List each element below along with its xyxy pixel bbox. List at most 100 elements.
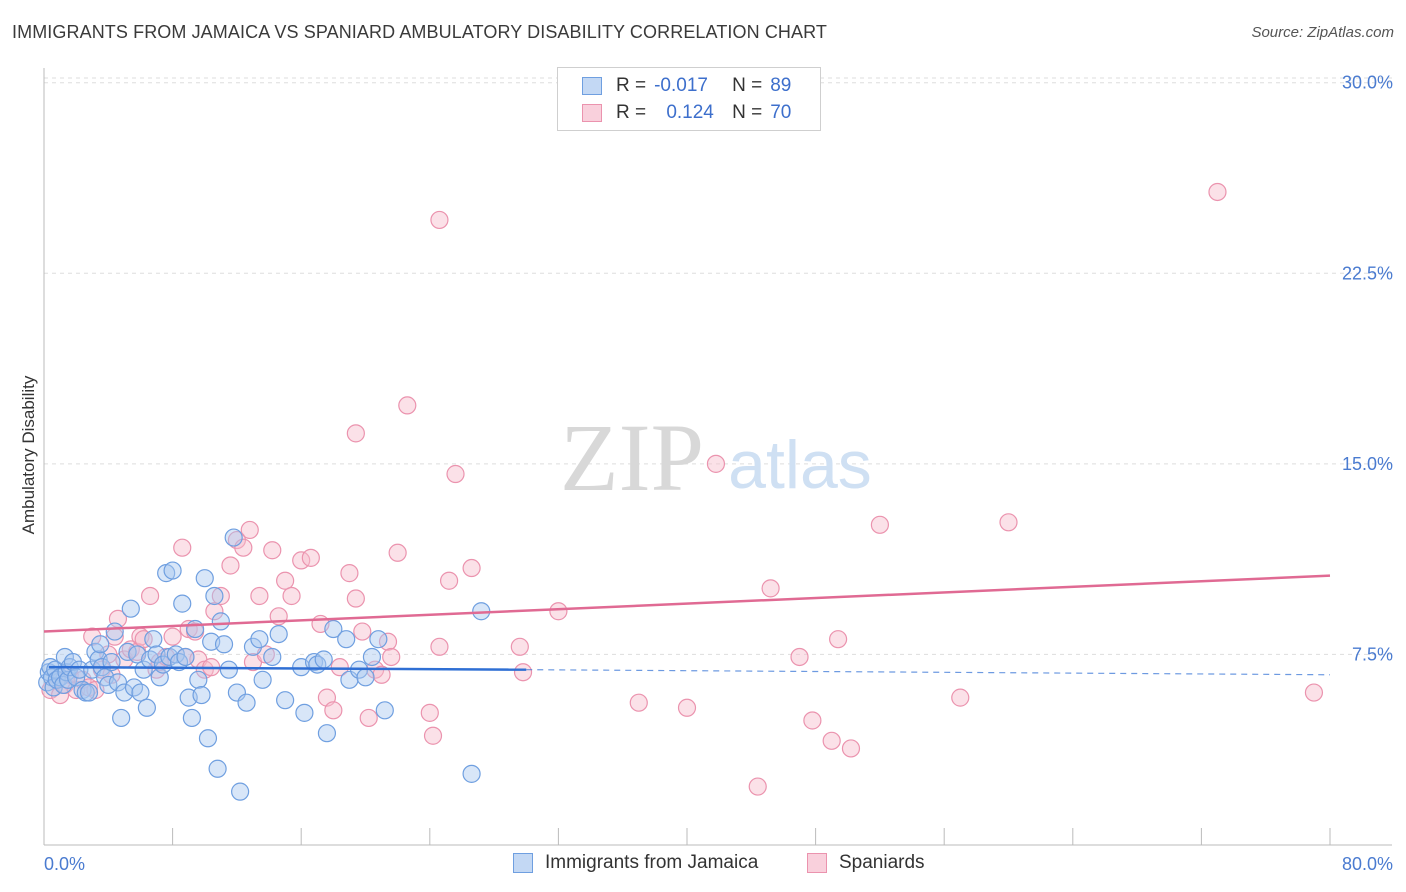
trend-lines [43, 574, 1331, 676]
spaniard-point [706, 454, 726, 473]
jamaica-point [115, 683, 134, 702]
jamaica-point [112, 708, 131, 728]
legend-swatch-spaniard [582, 104, 602, 122]
legend-n-value-jamaica: 89 [770, 75, 792, 96]
x-tick-label-end: 80.0% [1342, 854, 1393, 874]
y-tick-label: 7.5% [1352, 644, 1393, 664]
jamaica-point [224, 528, 243, 547]
spaniard-point [398, 396, 417, 415]
spaniard-point [240, 520, 259, 540]
jamaica-point [317, 724, 337, 743]
spaniard-point [462, 558, 481, 578]
legend-r-label: R = [616, 102, 647, 123]
y-tick-label: 22.5% [1342, 263, 1393, 283]
y-tick-label: 15.0% [1342, 454, 1393, 474]
jamaica-point [134, 660, 153, 679]
x-tick-label-start: 0.0% [44, 854, 85, 874]
legend-swatch-jamaica [582, 77, 602, 95]
spaniard-point [221, 556, 240, 575]
spaniard-point [446, 464, 465, 484]
spaniard-point [629, 693, 648, 712]
spaniard-point [999, 513, 1018, 532]
spaniard-point [822, 731, 841, 750]
series-label-spaniards: Spaniards [839, 852, 925, 873]
jamaica-point [182, 708, 201, 728]
legend-r-value-jamaica: -0.017 [654, 75, 708, 96]
jamaica-point [198, 729, 218, 748]
series-swatch-jamaica [513, 853, 533, 873]
spaniard-point [163, 627, 182, 646]
spaniard-point [748, 777, 767, 796]
spaniard-point [761, 579, 780, 598]
spaniard-point [301, 548, 320, 567]
grid-lines [44, 77, 1392, 655]
spaniard-point [324, 701, 343, 720]
jamaica-point [79, 683, 99, 702]
source-label: Source: ZipAtlas.com [1251, 24, 1394, 41]
watermark-atlas: atlas [728, 427, 872, 503]
tick-labels: 7.5% 15.0% 22.5% 30.0% 0.0% 80.0% [44, 73, 1393, 874]
spaniard-point [439, 571, 459, 590]
jamaica-point [214, 635, 234, 654]
spaniard-point [211, 586, 230, 606]
spaniard-point [870, 515, 890, 534]
spaniard-point [841, 739, 861, 758]
jamaica-point [186, 619, 205, 639]
spaniard-point [510, 637, 529, 656]
jamaica-point [243, 637, 263, 656]
axes [43, 68, 1392, 846]
series-legend-spaniards[interactable]: Spaniards [807, 852, 925, 874]
jamaica-point [70, 660, 89, 679]
watermark: ZIP atlas [560, 404, 872, 511]
y-tick-label: 30.0% [1342, 73, 1393, 93]
series-swatch-spaniards [807, 853, 827, 873]
spaniard-point [276, 571, 295, 590]
series-legend-jamaica[interactable]: Immigrants from Jamaica [513, 852, 758, 874]
legend-n-label: N = [732, 75, 763, 96]
jamaica-point [105, 622, 124, 641]
spaniard-point [50, 685, 70, 705]
spaniard-point [173, 538, 192, 557]
spaniard-point [263, 541, 282, 560]
jamaica-points [38, 528, 491, 801]
jamaica-point [91, 635, 110, 654]
spaniard-point [803, 711, 822, 730]
jamaica-point [173, 594, 192, 613]
jamaica-point [375, 701, 394, 720]
jamaica-point [219, 660, 238, 679]
spaniard-point [677, 698, 697, 717]
jamaica-point [231, 782, 250, 801]
jamaica-point [189, 670, 208, 689]
jamaica-point [356, 668, 375, 687]
series-legend: Immigrants from Jamaica Spaniards [0, 852, 1406, 878]
spaniard-point [227, 530, 246, 550]
jamaica-point [237, 693, 256, 712]
jamaica-point [205, 586, 224, 606]
legend-n-value-spaniard: 70 [770, 102, 792, 123]
spaniard-point [359, 708, 378, 728]
spaniard-point [382, 647, 401, 667]
y-axis-title: Ambulatory Disability [19, 375, 38, 534]
spaniards-trend-line [43, 574, 1331, 633]
jamaica-point [208, 759, 227, 778]
spaniard-point [140, 586, 160, 606]
correlation-legend: R = -0.017 N = 89 R = 0.124 N = 70 [557, 67, 821, 131]
legend-row-jamaica: R = -0.017 N = 89 [582, 74, 791, 98]
spaniard-point [282, 586, 301, 606]
spaniard-point [353, 622, 372, 641]
spaniard-point [330, 658, 349, 677]
spaniard-point [134, 630, 153, 649]
jamaica-point [269, 624, 288, 644]
jamaica-point [250, 630, 269, 649]
spaniard-point [340, 564, 359, 583]
jamaica-point [121, 599, 140, 618]
jamaica-point [369, 630, 388, 649]
jamaica-point [295, 703, 314, 722]
spaniard-point [951, 688, 970, 707]
jamaica-point [131, 683, 150, 702]
jamaica-point [462, 764, 481, 783]
legend-n-label: N = [732, 102, 763, 123]
spaniard-point [1304, 683, 1324, 702]
jamaica-point [253, 670, 272, 689]
spaniard-point [829, 630, 848, 649]
